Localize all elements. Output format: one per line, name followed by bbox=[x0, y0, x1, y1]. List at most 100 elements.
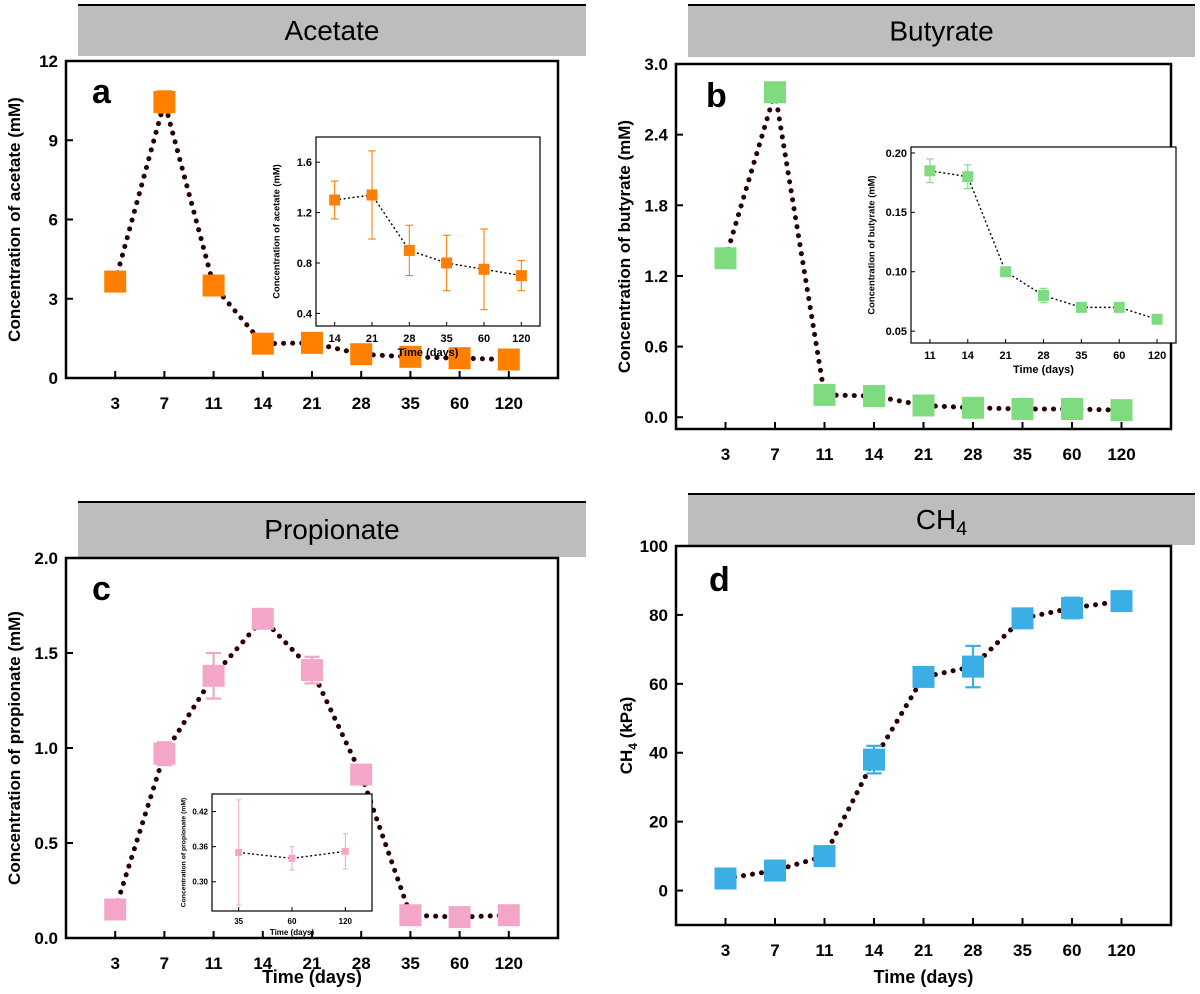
x-tick-label: 28 bbox=[964, 445, 983, 464]
x-tick-label: 120 bbox=[1107, 941, 1135, 960]
data-point-1 bbox=[764, 81, 786, 104]
inset-data-point-0 bbox=[235, 799, 243, 906]
panel-letter: a bbox=[92, 73, 112, 111]
inset-y-tick-label: 1.6 bbox=[297, 157, 312, 169]
data-point-5 bbox=[962, 644, 984, 689]
inset-y-tick-label: 1.2 bbox=[297, 207, 312, 219]
inset-data-point bbox=[341, 847, 349, 855]
y-tick-label: 2.0 bbox=[34, 549, 58, 568]
inset-data-point bbox=[924, 165, 936, 177]
inset-data-point bbox=[515, 270, 527, 282]
data-point bbox=[153, 90, 176, 113]
data-point bbox=[497, 348, 520, 371]
panel-c: Propionate c 0.0 0.5 1.0 1.5 2.0 3 7 11 14 21 28 35 60… bbox=[5, 501, 586, 987]
data-point-7 bbox=[448, 347, 471, 370]
x-tick-label: 120 bbox=[1107, 445, 1135, 464]
inset-y-tick-label: 0.36 bbox=[192, 842, 208, 851]
chart-title: CH4 bbox=[916, 504, 967, 540]
inset-x-axis-label: Time (days) bbox=[270, 928, 315, 937]
x-tick-label: 35 bbox=[401, 394, 420, 413]
data-point-6 bbox=[399, 345, 422, 368]
y-tick-label: 0 bbox=[659, 882, 668, 901]
x-tick-label: 60 bbox=[450, 954, 469, 973]
data-point-1 bbox=[153, 90, 176, 114]
y-tick-label: 1.2 bbox=[644, 267, 668, 286]
inset-y-tick-label: 0.30 bbox=[192, 878, 208, 887]
data-point bbox=[962, 396, 984, 419]
inset-data-point bbox=[1151, 313, 1163, 325]
y-tick-label: 9 bbox=[49, 131, 58, 150]
inset-frame bbox=[315, 136, 541, 327]
x-tick-label: 120 bbox=[495, 954, 523, 973]
data-point bbox=[301, 331, 323, 354]
data-point-3 bbox=[251, 607, 274, 630]
data-point-5 bbox=[350, 763, 373, 786]
x-tick-label: 21 bbox=[914, 941, 933, 960]
inset-x-tick-label: 28 bbox=[1037, 350, 1049, 362]
data-point bbox=[714, 247, 737, 270]
data-point-7 bbox=[1061, 397, 1083, 420]
data-point-8 bbox=[1110, 590, 1133, 613]
data-point bbox=[863, 385, 885, 408]
data-point bbox=[497, 904, 520, 927]
inset-y-tick-label: 0.42 bbox=[192, 807, 208, 816]
inset-data-point bbox=[288, 854, 296, 862]
inset-x-tick-label: 21 bbox=[366, 333, 378, 345]
inset-x-axis-label: Time (days) bbox=[398, 347, 459, 359]
panel-letter: b bbox=[706, 77, 727, 115]
inset-data-point bbox=[329, 194, 341, 206]
x-tick-label: 3 bbox=[721, 941, 730, 960]
inset-y-tick-label: 0.4 bbox=[297, 308, 313, 320]
inset-y-tick-label: 0.05 bbox=[886, 326, 907, 338]
y-tick-label: 0.6 bbox=[644, 338, 668, 357]
y-tick-label: 12 bbox=[39, 52, 58, 71]
title-banner bbox=[78, 501, 586, 557]
data-point bbox=[1061, 597, 1083, 620]
inset-y-tick-label: 0.10 bbox=[886, 267, 907, 279]
inset-data-point-2 bbox=[341, 833, 349, 870]
y-tick-label: 80 bbox=[649, 606, 668, 625]
inset-chart: 0.4 0.8 1.2 1.6 14 21 28 35 60 120 Time (days) Conc… bbox=[272, 136, 541, 359]
y-tick-label: 3 bbox=[49, 290, 58, 309]
data-point-5 bbox=[350, 343, 373, 366]
inset-data-point-0 bbox=[924, 158, 936, 184]
chart-title: Butyrate bbox=[889, 16, 993, 47]
data-point-0 bbox=[104, 270, 127, 293]
data-point bbox=[813, 383, 836, 406]
inset-data-point-3 bbox=[441, 234, 453, 292]
data-point-3 bbox=[251, 332, 274, 355]
x-tick-label: 21 bbox=[303, 394, 322, 413]
inset-data-point bbox=[1000, 266, 1012, 278]
inset-y-axis-label: Concentration of butyrate (mM) bbox=[867, 175, 877, 314]
inset-data-point-1 bbox=[366, 150, 378, 240]
chart-title-main: CH bbox=[916, 504, 956, 535]
x-tick-label: 14 bbox=[865, 445, 884, 464]
inset-data-point-1 bbox=[962, 164, 974, 190]
chart-title: Acetate bbox=[285, 15, 380, 46]
y-tick-label: 1.0 bbox=[34, 739, 58, 758]
inset-y-axis-label: Concentration of acetate (mM) bbox=[272, 164, 282, 298]
data-point bbox=[1011, 397, 1034, 420]
data-point-7 bbox=[448, 906, 471, 929]
y-tick-label: 100 bbox=[640, 537, 668, 556]
data-point-6 bbox=[1011, 607, 1034, 630]
inset-x-tick-label: 60 bbox=[478, 333, 490, 345]
data-point bbox=[251, 607, 274, 630]
inset-x-tick-label: 28 bbox=[403, 333, 415, 345]
data-point bbox=[202, 664, 225, 687]
inset-data-point bbox=[403, 244, 415, 256]
data-point bbox=[104, 898, 127, 921]
x-tick-label: 11 bbox=[205, 954, 223, 973]
y-tick-label: 0 bbox=[49, 369, 58, 388]
data-point bbox=[104, 270, 127, 293]
x-tick-label: 35 bbox=[401, 954, 420, 973]
inset-x-tick-label: 21 bbox=[1000, 350, 1012, 362]
data-point bbox=[350, 343, 373, 366]
data-point-4 bbox=[301, 331, 323, 354]
data-point bbox=[399, 904, 422, 927]
inset-data-point bbox=[1113, 301, 1125, 313]
data-point bbox=[962, 655, 984, 678]
panel-letter: c bbox=[92, 570, 111, 608]
data-point bbox=[448, 347, 471, 370]
x-tick-label: 28 bbox=[352, 394, 371, 413]
